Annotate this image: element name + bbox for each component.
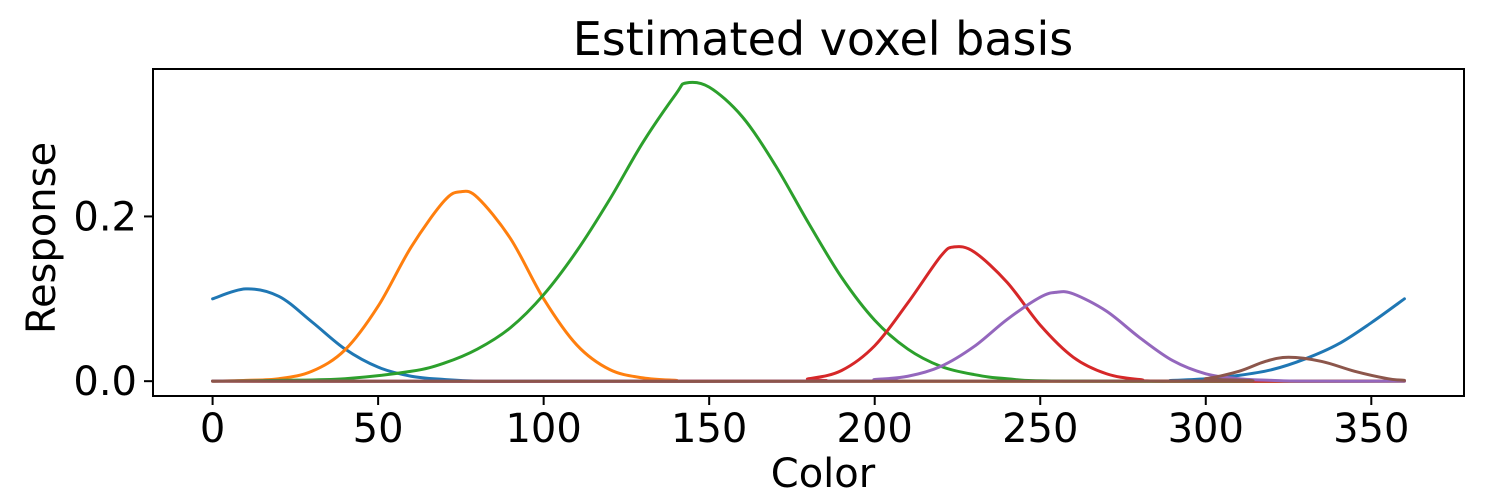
series-layer	[211, 80, 1406, 383]
x-tick-label: 200	[837, 406, 913, 452]
x-tick-label: 250	[1002, 406, 1078, 452]
x-tick-label: 150	[671, 406, 747, 452]
series-line-3	[211, 80, 1406, 383]
y-tick-label: 0.2	[73, 194, 137, 240]
x-axis-ticks: 0 50 100 150 200 250 300 350	[200, 396, 1409, 452]
series-line-2	[211, 189, 1406, 383]
x-axis-label: Color	[771, 451, 876, 497]
series-line-6	[211, 355, 1406, 383]
y-axis-ticks: 0.0 0.2	[73, 194, 153, 405]
y-axis-label: Response	[19, 142, 65, 334]
x-tick-label: 100	[505, 406, 581, 452]
x-tick-label: 50	[353, 406, 404, 452]
series-line-1	[211, 287, 1406, 383]
plot-frame	[152, 68, 1465, 397]
x-tick-label: 0	[200, 406, 225, 452]
series-line-5	[211, 290, 1406, 383]
x-tick-label: 300	[1168, 406, 1244, 452]
y-tick-label: 0.0	[73, 359, 137, 405]
x-tick-label: 350	[1333, 406, 1409, 452]
series-line-4	[211, 245, 1406, 383]
chart-title: Estimated voxel basis	[573, 12, 1074, 66]
